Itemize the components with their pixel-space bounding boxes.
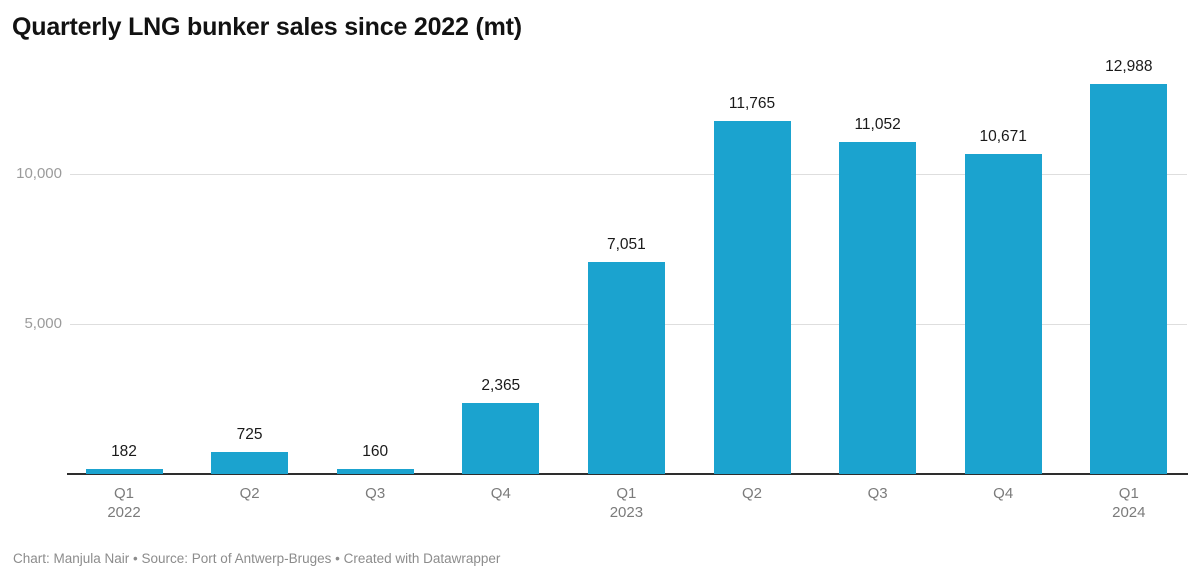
x-axis-tick-label: Q3 bbox=[818, 484, 938, 503]
bar-q1-2022[interactable] bbox=[85, 468, 163, 474]
quarter-label: Q1 bbox=[616, 485, 637, 502]
year-label: 2024 bbox=[1112, 504, 1146, 521]
quarter-label: Q1 bbox=[113, 485, 134, 502]
chart-footer: Chart: Manjula Nair • Source: Port of An… bbox=[13, 551, 501, 566]
bar-value-label: 11,765 bbox=[728, 95, 776, 113]
x-axis-tick-label: Q4 bbox=[943, 484, 1063, 503]
bar-value-label: 12,988 bbox=[1105, 58, 1153, 76]
gridline bbox=[70, 173, 1187, 175]
chart-title: Quarterly LNG bunker sales since 2022 (m… bbox=[12, 13, 522, 41]
x-axis-tick-label: Q4 bbox=[441, 484, 561, 503]
x-axis-tick-label: Q3 bbox=[315, 484, 435, 503]
bar-value-label: 160 bbox=[362, 443, 389, 461]
quarter-label: Q2 bbox=[741, 485, 762, 502]
bar-q4[interactable] bbox=[462, 403, 540, 474]
bar-q1-2023[interactable] bbox=[587, 262, 665, 474]
bar-q4[interactable] bbox=[964, 153, 1042, 474]
x-axis-tick-label: Q1 2024 bbox=[1069, 484, 1189, 522]
quarter-label: Q4 bbox=[993, 485, 1014, 502]
bar-q2[interactable] bbox=[211, 452, 289, 474]
quarter-label: Q2 bbox=[239, 485, 260, 502]
x-axis-line bbox=[67, 473, 1188, 475]
year-label: 2023 bbox=[609, 504, 644, 521]
bar-q3[interactable] bbox=[839, 142, 917, 474]
x-axis-tick-label: Q2 bbox=[190, 484, 310, 503]
bar-q3[interactable] bbox=[336, 469, 414, 474]
x-axis-tick-label: Q1 2022 bbox=[64, 484, 184, 522]
x-axis-tick-label: Q1 2023 bbox=[566, 484, 686, 522]
y-axis-label: 5,000 bbox=[24, 315, 62, 332]
bar-value-label: 7,051 bbox=[606, 236, 646, 254]
quarter-label: Q3 bbox=[867, 485, 888, 502]
year-label: 2022 bbox=[107, 504, 141, 521]
bar-value-label: 725 bbox=[236, 426, 263, 444]
x-axis-tick-label: Q2 bbox=[692, 484, 812, 503]
quarter-label: Q3 bbox=[365, 485, 386, 502]
bar-value-label: 2,365 bbox=[481, 377, 521, 395]
bar-q2[interactable] bbox=[713, 121, 791, 474]
quarter-label: Q1 bbox=[1118, 485, 1139, 502]
bar-value-label: 182 bbox=[111, 442, 137, 460]
y-axis-label: 10,000 bbox=[16, 165, 62, 182]
bar-value-label: 10,671 bbox=[979, 127, 1027, 145]
bar-q1-2024[interactable] bbox=[1090, 84, 1168, 474]
bar-value-label: 11,052 bbox=[854, 116, 901, 134]
quarter-label: Q4 bbox=[490, 485, 511, 502]
